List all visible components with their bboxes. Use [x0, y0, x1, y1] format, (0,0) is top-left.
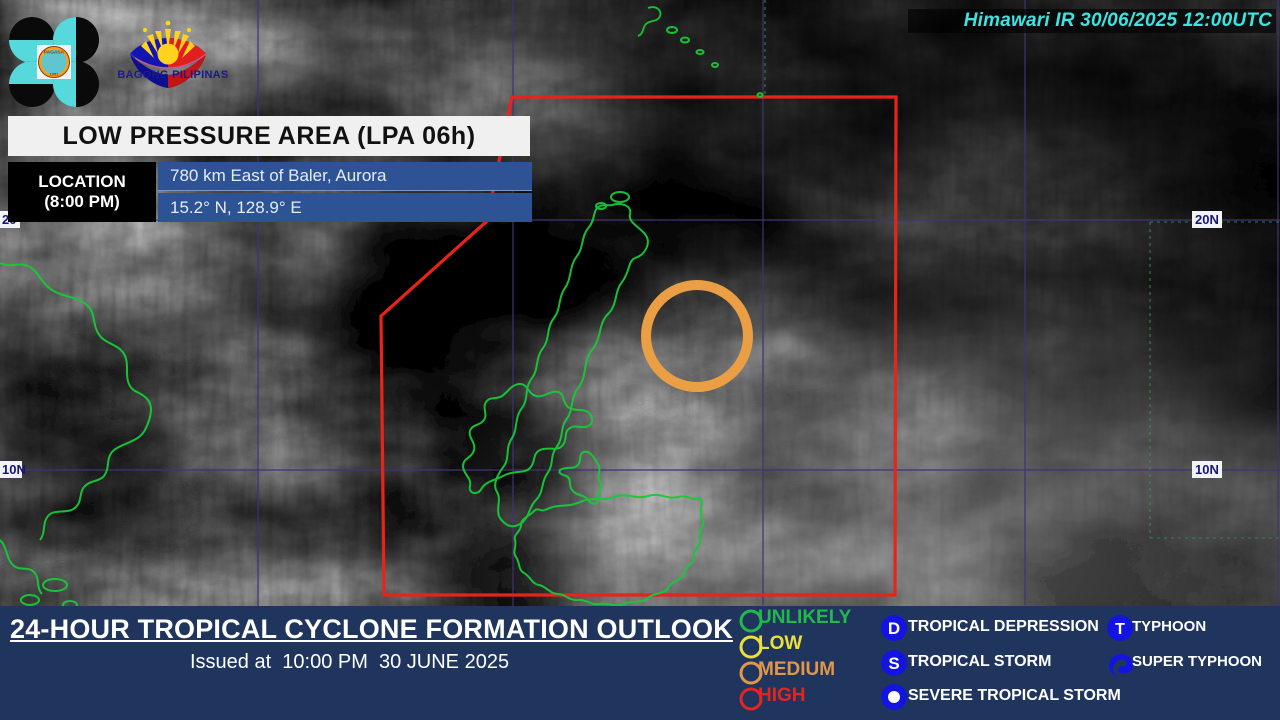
- svg-text:T: T: [1115, 621, 1125, 638]
- svg-text:1951: 1951: [50, 72, 60, 77]
- svg-text:D: D: [888, 619, 900, 638]
- svg-text:PAGASA: PAGASA: [44, 50, 65, 56]
- svg-text:S: S: [888, 654, 899, 673]
